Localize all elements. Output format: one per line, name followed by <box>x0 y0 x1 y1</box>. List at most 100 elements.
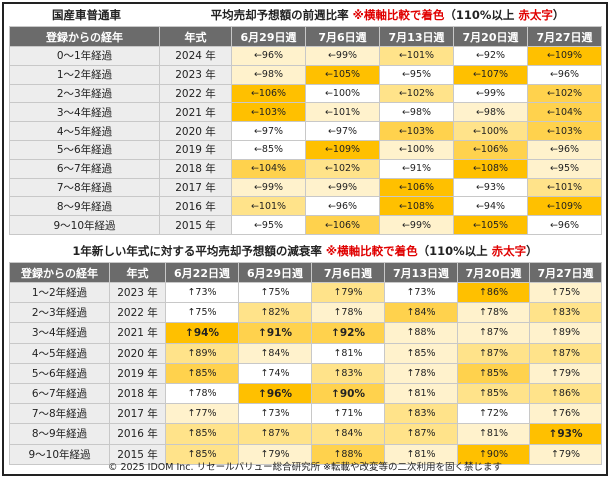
column-header: 6月29日週 <box>231 26 306 47</box>
ratio-cell: ↑86% <box>529 382 602 405</box>
elapsed-years-label: 2～3年経過 <box>9 83 160 104</box>
ratio-cell: ↑86% <box>457 281 530 304</box>
model-year-cell: 2019 年 <box>109 362 166 384</box>
elapsed-years-label: 2～3年経過 <box>9 302 110 324</box>
ratio-cell: ←100% <box>453 121 528 141</box>
ratio-cell: ↑81% <box>457 423 530 445</box>
section1-title-paren-end: ） <box>552 8 565 22</box>
table-row: 9～10年経過 2015 年 ←95% ←106% ←99% ←105% ←96% <box>9 215 602 235</box>
section2-title: 1年新しい年式に対する平均売却予想額の減衰率 ※横軸比較で着色（110%以上 赤… <box>4 243 606 259</box>
section1-title-note: ※横軸比較で着色 <box>352 8 445 22</box>
ratio-cell: ←108% <box>379 196 454 217</box>
ratio-cell: ←101% <box>305 102 380 123</box>
ratio-cell: ↑75% <box>529 281 602 304</box>
ratio-cell: ↑78% <box>311 302 385 324</box>
ratio-cell: ↑91% <box>238 322 312 344</box>
table-row: 8～9年経過 2016 年 ←101% ←96% ←108% ←94% ←109% <box>9 196 602 217</box>
table-row: 8～9年経過 2016 年 ↑85% ↑87% ↑84% ↑87% ↑81% ↑93% <box>9 423 602 445</box>
ratio-cell: ←106% <box>305 215 380 235</box>
ratio-cell: ↑73% <box>165 281 239 304</box>
copyright-footer: © 2025 IDOM Inc. リセールバリュー総合研究所 ※転載や改変等の二… <box>107 462 503 473</box>
ratio-cell: ↑85% <box>457 362 530 384</box>
ratio-cell: ←107% <box>453 64 528 85</box>
ratio-cell: ←98% <box>379 102 454 123</box>
ratio-cell: ↑94% <box>165 322 239 344</box>
model-year-cell: 2019 年 <box>159 139 232 160</box>
section2-title-row: 1年新しい年式に対する平均売却予想額の減衰率 ※横軸比較で着色（110%以上 赤… <box>4 242 606 259</box>
ratio-cell: ↑90% <box>311 382 385 405</box>
elapsed-years-label: 3～4年経過 <box>9 322 110 344</box>
column-header: 6月22日週 <box>165 262 239 283</box>
column-header: 6月29日週 <box>238 262 312 283</box>
ratio-cell: ←103% <box>379 121 454 141</box>
ratio-cell: ↑89% <box>529 322 602 344</box>
table-row: 1～2年経過 2023 年 ←98% ←105% ←95% ←107% ←96% <box>9 64 602 85</box>
ratio-cell: ←100% <box>305 83 380 104</box>
ratio-cell: ←93% <box>453 177 528 198</box>
ratio-cell: ←104% <box>231 158 306 179</box>
ratio-cell: ↑71% <box>311 403 385 425</box>
model-year-cell: 2018 年 <box>109 382 166 405</box>
section2-title-paren-start: （110%以上 <box>417 243 492 258</box>
ratio-cell: ↑75% <box>165 302 239 324</box>
section1-title-row: 国産車普通車 平均売却予想額の前週比率 ※横軸比較で着色（110%以上 赤太字） <box>4 7 606 23</box>
ratio-cell: ↑73% <box>238 403 312 425</box>
ratio-cell: ←95% <box>231 215 306 235</box>
ratio-cell: ←99% <box>379 215 454 235</box>
section2-title-note2: 赤太字 <box>491 243 527 258</box>
ratio-cell: ←106% <box>231 83 306 104</box>
ratio-cell: ←98% <box>231 64 306 85</box>
table-row: 9～10年経過 2015 年 ↑85% ↑79% ↑88% ↑81% ↑90% ↑79% <box>9 443 602 465</box>
ratio-cell: ←96% <box>231 46 306 66</box>
ratio-cell: ←106% <box>379 177 454 198</box>
ratio-cell: ←96% <box>527 139 602 160</box>
ratio-cell: ←102% <box>379 83 454 104</box>
table-row: 7～8年経過 2017 年 ←99% ←99% ←106% ←93% ←101% <box>9 177 602 198</box>
elapsed-years-label: 9～10年経過 <box>9 443 110 465</box>
elapsed-years-label: 8～9年経過 <box>9 423 110 445</box>
ratio-cell: ↑92% <box>311 322 385 344</box>
model-year-cell: 2017 年 <box>109 403 166 425</box>
ratio-cell: ↑87% <box>529 342 602 364</box>
column-header: 7月6日週 <box>305 26 380 47</box>
ratio-cell: ↑78% <box>384 362 458 384</box>
ratio-cell: ←96% <box>527 64 602 85</box>
table-row: 7～8年経過 2017 年 ↑77% ↑73% ↑71% ↑83% ↑72% ↑76% <box>9 403 602 425</box>
ratio-cell: ↑83% <box>529 302 602 324</box>
ratio-cell: ↑84% <box>238 342 312 364</box>
ratio-cell: ←100% <box>379 139 454 160</box>
ratio-cell: ↑96% <box>238 382 312 405</box>
elapsed-years-label: 5～6年経過 <box>9 362 110 384</box>
ratio-cell: ←109% <box>305 139 380 160</box>
ratio-cell: ←85% <box>231 139 306 160</box>
model-year-cell: 2023 年 <box>159 64 232 85</box>
ratio-cell: ↑87% <box>457 342 530 364</box>
weekly-ratio-table: 登録からの経年 年式 6月29日週 7月6日週 7月13日週 7月20日週 7月27日週 0… <box>9 26 602 235</box>
ratio-cell: ↑87% <box>457 322 530 344</box>
ratio-cell: ←101% <box>527 177 602 198</box>
ratio-cell: ↑90% <box>457 443 530 465</box>
header-row: 登録からの経年 年式 6月22日週 6月29日週 7月6日週 7月13日週 7月20日週 7月… <box>9 262 602 283</box>
ratio-cell: ↑78% <box>165 382 239 405</box>
section1-title: 平均売却予想額の前週比率 ※横軸比較で着色（110%以上 赤太字） <box>169 7 606 23</box>
model-year-cell: 2016 年 <box>109 423 166 445</box>
ratio-cell: ↑88% <box>384 322 458 344</box>
ratio-cell: ↑81% <box>384 443 458 465</box>
model-year-cell: 2021 年 <box>159 102 232 123</box>
ratio-cell: ←104% <box>527 102 602 123</box>
table-row: 4～5年経過 2020 年 ↑89% ↑84% ↑81% ↑85% ↑87% ↑87% <box>9 342 602 364</box>
column-header: 登録からの経年 <box>9 26 160 47</box>
ratio-cell: ↑87% <box>238 423 312 445</box>
ratio-cell: ←103% <box>231 102 306 123</box>
section1-title-note2: 赤太字 <box>518 8 553 22</box>
ratio-cell: ←109% <box>527 46 602 66</box>
model-year-cell: 2015 年 <box>159 215 232 235</box>
ratio-cell: ←97% <box>231 121 306 141</box>
ratio-cell: ↑83% <box>311 362 385 384</box>
ratio-cell: ↑87% <box>384 423 458 445</box>
ratio-cell: ←101% <box>379 46 454 66</box>
table-row: 5～6年経過 2019 年 ←85% ←109% ←100% ←106% ←96% <box>9 139 602 160</box>
elapsed-years-label: 3～4年経過 <box>9 102 160 123</box>
ratio-cell: ←102% <box>527 83 602 104</box>
section2-title-paren-end: ） <box>526 243 538 258</box>
